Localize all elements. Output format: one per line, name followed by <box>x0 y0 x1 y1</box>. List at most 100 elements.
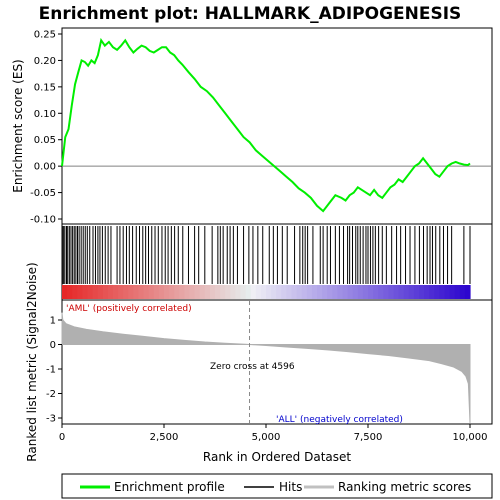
es-y-tick-label: -0.05 <box>30 188 56 199</box>
color-bar-segment <box>72 285 78 299</box>
metric-y-axis-label: Ranked list metric (Signal2Noise) <box>25 262 39 461</box>
x-tick-label: 2,500 <box>150 432 179 443</box>
color-bar-segment <box>266 285 272 299</box>
metric-panel: 1 0 -1 -2 -3 0 2,500 5,000 7,500 10,000 'AML' (p… <box>25 262 493 464</box>
color-bar-segment <box>164 285 170 299</box>
color-bar-segment <box>209 285 216 299</box>
color-bar-segment <box>87 285 94 299</box>
color-bar-segment <box>444 285 451 299</box>
legend-frame <box>61 473 493 499</box>
es-y-tick-label: 0.15 <box>34 82 56 93</box>
color-bar-segment <box>67 285 73 299</box>
color-bar-segment <box>235 285 242 299</box>
color-bar-segment <box>158 285 165 299</box>
color-bar-segment <box>439 285 446 299</box>
positive-correlation-label: 'AML' (positively correlated) <box>66 304 192 314</box>
x-tick-label: 5,000 <box>252 432 281 443</box>
color-bar-segment <box>357 285 364 299</box>
color-bar-segment <box>301 285 308 299</box>
es-y-tick-label: 0.05 <box>34 135 56 146</box>
es-y-tick-label: -0.10 <box>30 215 56 226</box>
color-bar-segment <box>97 285 104 299</box>
es-y-tick-label: 0.20 <box>34 56 56 67</box>
es-y-ticks: 0.25 0.20 0.15 0.10 0.05 0.00 -0.05 -0.10 <box>30 30 62 226</box>
color-bar-segment <box>322 285 328 299</box>
metric-frame <box>61 299 493 425</box>
color-bar-segment <box>429 285 435 299</box>
color-bar-segment <box>362 285 369 299</box>
x-ticks: 0 2,500 5,000 7,500 10,000 <box>59 424 488 443</box>
color-bar-segment <box>347 285 354 299</box>
negative-correlation-label: 'ALL' (negatively correlated) <box>276 415 403 425</box>
color-bar-segment <box>148 285 155 299</box>
color-bar-segment <box>434 285 440 299</box>
color-bar-segment <box>454 285 461 299</box>
es-y-tick-label: 0.25 <box>34 30 56 41</box>
color-bar-segment <box>388 285 395 299</box>
color-bar-segment <box>240 285 247 299</box>
color-bar-segment <box>337 285 344 299</box>
color-bar-segment <box>332 285 338 299</box>
color-bar-segment <box>82 285 89 299</box>
color-bar-segment <box>383 285 389 299</box>
color-bar-segment <box>255 285 262 299</box>
chart-title: Enrichment plot: HALLMARK_ADIPOGENESIS <box>39 4 462 24</box>
color-bar-segment <box>92 285 99 299</box>
color-bar-segment <box>169 285 175 299</box>
x-tick-label: 10,000 <box>453 432 488 443</box>
color-bar-segment <box>271 285 277 299</box>
color-bar-segment <box>368 285 374 299</box>
color-bar-segment <box>398 285 405 299</box>
color-bar-segment <box>153 285 160 299</box>
color-bar-segment <box>373 285 379 299</box>
color-bar-segment <box>215 285 221 299</box>
metric-y-tick-label: 0 <box>50 340 56 351</box>
color-bar-segment <box>143 285 150 299</box>
color-bar-segment <box>189 285 196 299</box>
enrichment-panel: 0.25 0.20 0.15 0.10 0.05 0.00 -0.05 -0.10 Enric… <box>11 27 493 226</box>
color-bar-segment <box>62 285 68 299</box>
color-bar-segment <box>352 285 359 299</box>
color-bar-segment <box>449 285 456 299</box>
color-bar-segment <box>393 285 400 299</box>
es-y-tick-label: 0.00 <box>34 162 56 173</box>
x-tick-label: 0 <box>59 432 65 443</box>
color-bar-segment <box>174 285 180 299</box>
color-bar-segment <box>306 285 313 299</box>
color-bar-segment <box>184 285 191 299</box>
color-bar-segment <box>204 285 211 299</box>
color-bar-segment <box>424 285 430 299</box>
color-bar-segment <box>138 285 145 299</box>
es-y-tick-label: 0.10 <box>34 109 56 120</box>
x-axis-label: Rank in Ordered Dataset <box>203 450 351 464</box>
enrichment-profile-line <box>61 37 471 213</box>
color-bar-segment <box>419 285 425 299</box>
color-bar-segment <box>327 285 333 299</box>
metric-y-tick-label: -1 <box>46 365 56 376</box>
color-bar-segment <box>77 285 83 299</box>
color-bar-segment <box>342 285 349 299</box>
zero-cross-label: Zero cross at 4596 <box>210 362 295 372</box>
color-bar-segment <box>291 285 298 299</box>
color-bar-segment <box>128 285 134 299</box>
correlation-color-bar <box>62 285 471 299</box>
color-bar-segment <box>118 285 124 299</box>
color-bar-segment <box>123 285 129 299</box>
color-bar-segment <box>194 285 201 299</box>
color-bar-segment <box>199 285 206 299</box>
metric-y-tick-label: -2 <box>46 389 56 400</box>
color-bar-segment <box>230 285 236 299</box>
hits-panel <box>61 223 493 301</box>
legend-label-ranking-metric: Ranking metric scores <box>338 480 471 494</box>
color-bar-segment <box>250 285 257 299</box>
hit-marks <box>61 226 471 284</box>
color-bar-segment <box>459 285 466 299</box>
color-bar-segment <box>286 285 293 299</box>
color-bar-segment <box>179 285 185 299</box>
color-bar-segment <box>413 285 420 299</box>
color-bar-segment <box>296 285 303 299</box>
ranked-metric-area <box>61 312 471 423</box>
color-bar-segment <box>260 285 267 299</box>
color-bar-segment <box>107 285 114 299</box>
color-bar-segment <box>113 285 119 299</box>
